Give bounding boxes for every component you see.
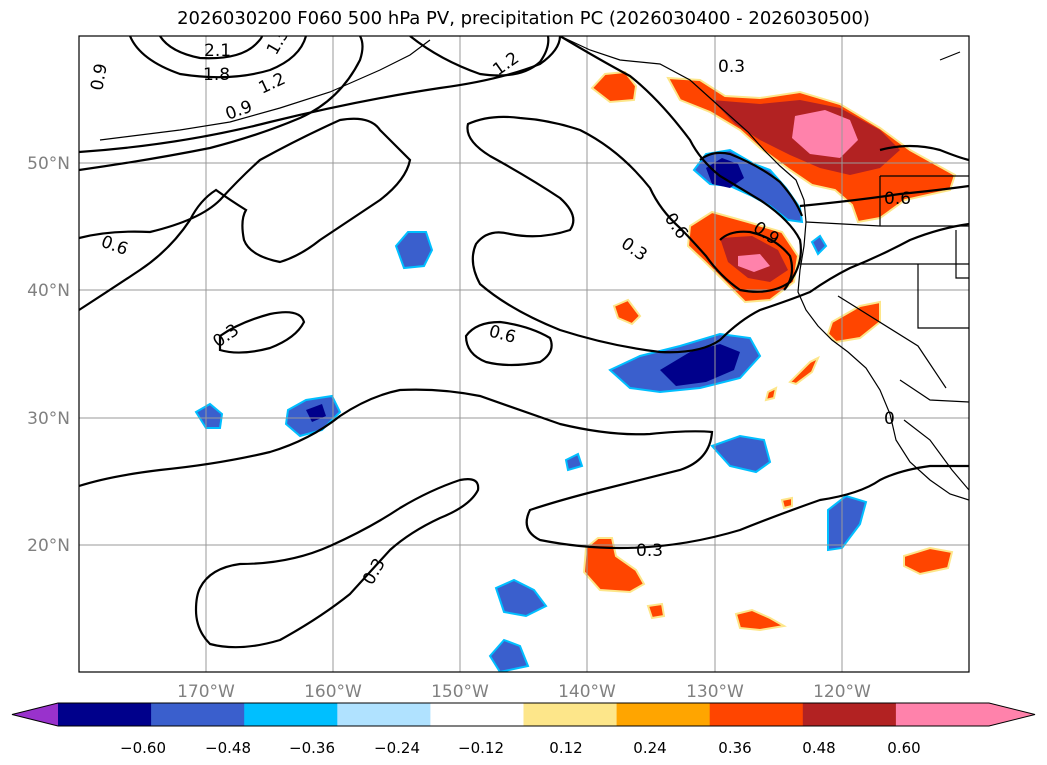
contour-label: 1.5 [263,25,294,58]
colorbar-extend-low [12,703,58,726]
map-title: 2026030200 F060 500 hPa PV, precipitatio… [177,8,870,29]
lon-tick-label: 170°W [177,682,235,702]
colorbar-tick-label: −0.36 [289,739,335,757]
precip-neg-sub4 [488,638,530,672]
precip-neg-sub1 [710,434,772,474]
contour-label: 0 [884,409,895,429]
lat-tick-labels: 50°N 40°N 30°N 20°N [27,154,70,556]
contour-label: 0.3 [617,234,651,266]
colorbar-tick-label: −0.12 [458,739,504,757]
pv-contours [79,36,969,649]
contour-label: 0.9 [223,97,255,125]
precip-pos-sub2 [903,546,954,576]
precip-neg-sub3 [494,578,548,618]
lon-tick-label: 130°W [686,682,744,702]
contour-label: 0.3 [636,541,663,561]
contour-label: 0.3 [718,57,745,77]
colorbar [11,702,1036,727]
contour-label: 0.6 [884,189,911,209]
map-frame [78,35,970,673]
colorbar-outline [11,702,1036,727]
contour-label: 0.6 [660,209,692,243]
lon-tick-label: 140°W [558,682,616,702]
colorbar-tick-label: −0.24 [374,739,420,757]
lon-tick-label: 150°W [431,682,489,702]
colorbar-swatch [337,703,431,726]
colorbar-tick-label: 0.24 [633,739,666,757]
precip-neg-155 [394,231,434,270]
colorbar-swatch [709,703,804,726]
coastlines [99,36,969,501]
lon-tick-labels: 170°W 160°W 150°W 140°W 130°W 120°W [177,682,871,702]
precip-pos-sub5 [780,496,793,510]
contour-label: 0.3 [359,555,390,588]
colorbar-swatch [895,703,990,726]
precip-pos-small2 [764,386,778,402]
colorbar-extend-high [989,703,1035,726]
precip-pos-small1 [612,298,642,326]
precip-pos-gulf [590,70,638,104]
lat-tick-label: 50°N [27,154,70,174]
colorbar-tick-label: −0.60 [120,739,166,757]
colorbar-tick-labels: −0.60 −0.48 −0.36 −0.24 −0.12 0.12 0.24 … [120,739,921,757]
contour-label: 0.6 [487,322,518,348]
colorbar-tick-label: −0.48 [205,739,251,757]
colorbar-swatch [244,703,338,726]
precip-pos-sub1 [582,537,646,594]
precip-neg-far-w [194,402,224,429]
precip-neg-sub5 [564,452,584,472]
colorbar-tick-label: 0.60 [887,739,920,757]
lat-tick-label: 40°N [27,281,70,301]
precip-pos-ca-max [738,254,770,272]
contour-label: 2.1 [204,41,231,61]
precip-pos-socal [826,300,881,344]
colorbar-tick-label: 0.12 [549,739,582,757]
precip-pos-sub4 [646,602,666,620]
map-area: 2.1 1.8 1.5 1.2 1.2 0.9 0.9 0.9 0.6 0.6 … [79,21,969,672]
contour-label: 0.3 [598,21,625,41]
contour-label: 0.6 [98,232,130,260]
colorbar-tick-label: 0.48 [802,739,835,757]
lat-tick-label: 30°N [27,409,70,429]
lat-tick-label: 20°N [27,536,70,556]
lon-tick-label: 120°W [813,682,871,702]
colorbar-swatch [430,703,524,726]
precip-pos-strip [788,355,820,386]
colorbar-tick-label: 0.36 [718,739,751,757]
colorbar-swatch [616,703,711,726]
precip-pos-sub3 [734,608,787,632]
colorbar-swatch [802,703,897,726]
colorbar-swatch [523,703,618,726]
contour-label: 0.9 [87,62,111,92]
precip-fills [194,70,957,672]
colorbar-swatch [151,703,245,726]
lon-tick-label: 160°W [304,682,362,702]
precip-neg-mid-deep [660,344,740,386]
map-gridlines [79,36,969,672]
contour-label: 1.8 [203,65,230,85]
colorbar-swatch [58,703,152,726]
precip-neg-sub2 [827,494,868,552]
precip-neg-coast [810,234,828,256]
